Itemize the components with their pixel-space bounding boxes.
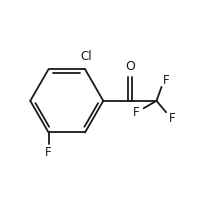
Text: Cl: Cl (80, 50, 92, 63)
Text: F: F (168, 112, 175, 125)
Text: F: F (45, 146, 52, 159)
Text: F: F (133, 106, 140, 119)
Text: O: O (125, 60, 135, 73)
Text: F: F (163, 74, 169, 87)
